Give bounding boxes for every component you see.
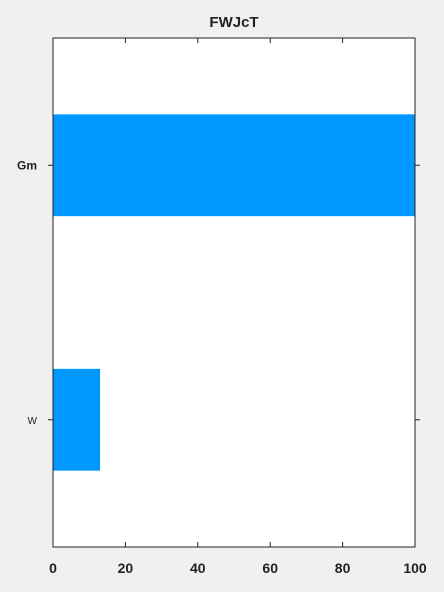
bar-w bbox=[53, 368, 101, 471]
x-tick-label: 0 bbox=[49, 560, 57, 576]
chart-title: FWJcT bbox=[209, 14, 258, 31]
bar-series bbox=[53, 114, 415, 471]
x-tick-label: 80 bbox=[335, 560, 351, 576]
bar-gm bbox=[53, 114, 415, 217]
y-tick-label: Gm bbox=[17, 158, 37, 172]
plot-frame bbox=[52, 37, 416, 548]
x-tick-label: 100 bbox=[403, 560, 427, 576]
x-tick-label: 20 bbox=[118, 560, 134, 576]
x-tick-label: 40 bbox=[190, 560, 206, 576]
x-tick-label: 60 bbox=[262, 560, 278, 576]
y-tick-label: W bbox=[28, 416, 38, 427]
y-axis-ticks: Gm W bbox=[17, 158, 420, 427]
